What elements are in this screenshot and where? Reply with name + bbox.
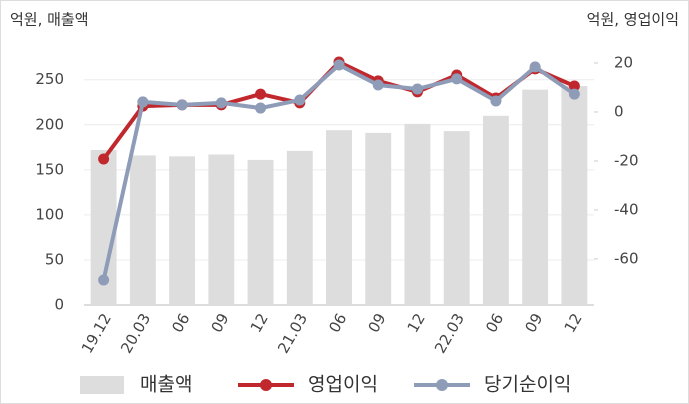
bar — [561, 86, 588, 305]
x-tick-label: 21.03 — [274, 310, 311, 356]
x-tick-label: 19.12 — [78, 310, 115, 356]
point — [294, 94, 306, 106]
y2-tick-label: -20 — [614, 151, 639, 169]
x-tick-label: 20.03 — [117, 310, 154, 356]
bar — [522, 89, 549, 306]
y2-tick-label: 20 — [614, 53, 633, 71]
x-tick-label: 06 — [482, 310, 507, 336]
bar — [404, 123, 431, 305]
y-tick-label: 50 — [45, 250, 64, 268]
legend-label: 영업이익 — [308, 374, 378, 396]
bar — [326, 130, 352, 305]
bar — [208, 154, 235, 305]
x-tick-label: 22.03 — [431, 310, 468, 356]
point — [176, 99, 188, 111]
x-tick-label: 12 — [404, 310, 429, 336]
x-tick-label: 09 — [208, 310, 233, 336]
y2-tick-label: 0 — [614, 102, 624, 120]
y2-tick-label: -40 — [614, 200, 639, 218]
legend-swatch — [436, 379, 448, 391]
point — [451, 73, 463, 85]
bar — [129, 155, 156, 305]
left-axis-label: 억원, 매출액 — [10, 11, 89, 29]
x-tick-label: 12 — [247, 310, 272, 336]
y-tick-label: 200 — [35, 115, 64, 133]
point — [568, 88, 580, 100]
point — [372, 79, 384, 91]
y-tick-label: 250 — [35, 70, 64, 88]
legend-swatch — [80, 376, 124, 394]
point — [490, 95, 502, 107]
bar — [482, 115, 509, 306]
point — [333, 59, 345, 71]
x-tick-label: 06 — [168, 310, 193, 336]
point — [529, 61, 541, 73]
bar — [286, 150, 313, 305]
legend-label: 매출액 — [140, 374, 192, 396]
y2-tick-label: -60 — [614, 249, 639, 267]
bar — [247, 159, 274, 305]
point — [411, 83, 423, 95]
x-tick-label: 06 — [325, 310, 350, 336]
bar — [169, 156, 196, 305]
y-tick-label: 150 — [35, 160, 64, 178]
x-tick-label: 09 — [364, 310, 389, 336]
y-tick-label: 0 — [54, 296, 64, 314]
bar — [365, 132, 392, 305]
point — [255, 88, 267, 100]
point — [137, 96, 149, 108]
point — [98, 274, 110, 286]
point — [98, 153, 110, 165]
point — [568, 80, 580, 92]
legend-label: 당기순이익 — [484, 374, 571, 396]
legend-swatch — [260, 379, 272, 391]
y-tick-label: 100 — [35, 205, 64, 223]
point — [255, 102, 267, 114]
x-tick-label: 09 — [521, 310, 546, 336]
point — [215, 97, 227, 109]
x-tick-label: 12 — [561, 310, 586, 336]
bar — [443, 131, 470, 305]
right-axis-label: 억원, 영업이익 — [587, 11, 679, 29]
